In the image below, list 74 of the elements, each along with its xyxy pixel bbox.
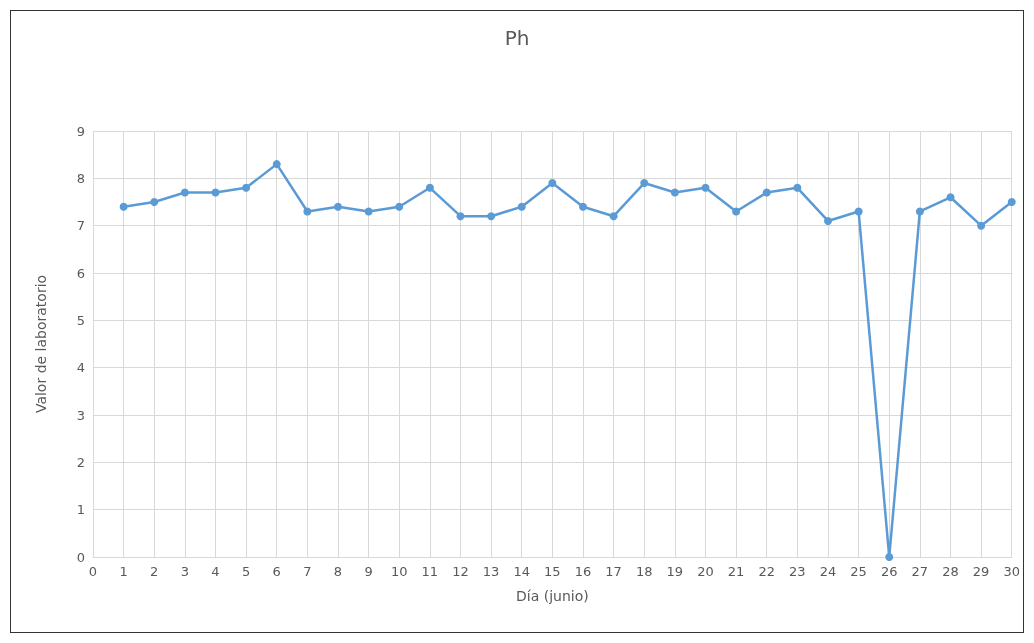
x-tick-label: 29 xyxy=(972,564,990,579)
x-tick-label: 9 xyxy=(364,564,373,579)
x-tick-label: 3 xyxy=(180,564,190,579)
x-tick-label: 25 xyxy=(850,564,867,579)
point xyxy=(119,202,128,211)
x-tick-label: 16 xyxy=(574,564,592,579)
x-tick-label: 20 xyxy=(697,564,714,579)
point xyxy=(242,183,251,192)
point xyxy=(303,207,312,216)
x-tick-label: 15 xyxy=(544,564,561,579)
y-tick-label: 3 xyxy=(76,407,85,423)
point xyxy=(211,188,220,197)
point xyxy=(272,160,281,169)
x-tick-label: 10 xyxy=(390,564,408,579)
x-tick-label: 30 xyxy=(1003,564,1020,579)
point xyxy=(517,202,526,211)
point xyxy=(701,183,710,192)
point xyxy=(1007,198,1016,206)
y-tick-label: 2 xyxy=(76,454,85,470)
y-tick-label: 5 xyxy=(76,312,85,328)
y-tick-label: 0 xyxy=(76,549,85,565)
point xyxy=(670,188,679,197)
x-tick-label: 17 xyxy=(605,564,622,579)
point xyxy=(180,188,189,197)
x-tick-label: 5 xyxy=(241,564,251,579)
x-tick-label: 1 xyxy=(119,564,128,579)
x-tick-label: 7 xyxy=(303,564,312,579)
point xyxy=(885,553,894,561)
x-tick-label: 27 xyxy=(911,564,929,579)
point xyxy=(487,212,496,221)
point xyxy=(915,207,924,216)
x-tick-label: 24 xyxy=(819,564,837,579)
y-tick-label: 6 xyxy=(76,265,85,281)
x-tick-label: 19 xyxy=(666,564,684,579)
y-tick-label: 7 xyxy=(76,218,85,234)
point xyxy=(395,202,404,211)
point xyxy=(150,198,159,206)
x-tick-label: 2 xyxy=(150,564,159,579)
point xyxy=(334,202,342,211)
x-tick-label: 28 xyxy=(942,564,959,579)
point xyxy=(456,212,465,221)
x-tick-label: 13 xyxy=(482,564,500,579)
y-tick-label: 9 xyxy=(76,123,85,139)
x-tick-label: 26 xyxy=(880,564,898,579)
point xyxy=(640,179,649,188)
point xyxy=(854,207,863,216)
x-tick-label: 6 xyxy=(272,564,281,579)
x-tick-label: 8 xyxy=(333,564,343,579)
point xyxy=(762,188,771,197)
point xyxy=(793,183,802,192)
x-tick-label: 0 xyxy=(88,564,98,579)
x-tick-label: 21 xyxy=(727,564,745,579)
y-tick-label: 8 xyxy=(76,170,85,186)
x-tick-label: 18 xyxy=(635,564,653,579)
point xyxy=(364,207,373,216)
point xyxy=(732,207,741,216)
chart-title: Ph xyxy=(504,26,530,50)
point xyxy=(977,221,986,230)
point xyxy=(548,179,557,188)
x-tick-label: 22 xyxy=(758,564,776,579)
y-axis-title: Valor de laboratorio xyxy=(33,274,49,414)
x-tick-label: 23 xyxy=(789,564,806,579)
x-tick-label: 11 xyxy=(421,564,439,579)
point xyxy=(425,183,434,192)
x-tick-label: 14 xyxy=(513,564,531,579)
point xyxy=(579,202,587,211)
y-tick-label: 4 xyxy=(76,360,85,376)
y-tick-label: 1 xyxy=(76,502,85,518)
x-axis-title: Día (junio) xyxy=(516,588,589,604)
x-tick-label: 12 xyxy=(452,564,469,579)
point xyxy=(609,212,618,221)
point xyxy=(823,216,832,225)
x-tick-label: 4 xyxy=(211,564,220,579)
point xyxy=(946,193,955,202)
